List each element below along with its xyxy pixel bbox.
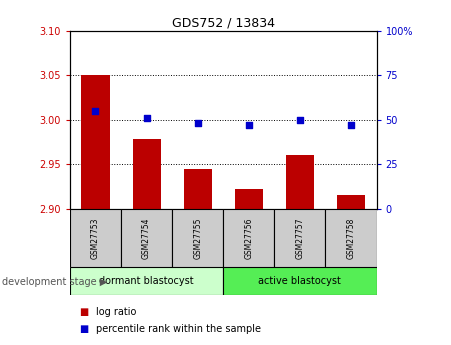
Bar	[326, 209, 377, 267]
Bar	[121, 209, 172, 267]
Bar	[81, 76, 110, 209]
Text: GSM27756: GSM27756	[244, 217, 253, 259]
Point	[194, 121, 201, 126]
Point	[245, 122, 253, 128]
Bar	[235, 189, 263, 209]
Bar	[172, 209, 223, 267]
Text: ■: ■	[79, 307, 88, 317]
Text: development stage ▶: development stage ▶	[2, 277, 107, 287]
Bar	[286, 156, 314, 209]
Point	[143, 115, 150, 121]
Bar	[184, 169, 212, 209]
Text: log ratio: log ratio	[96, 307, 137, 317]
Bar	[274, 209, 326, 267]
Title: GDS752 / 13834: GDS752 / 13834	[172, 17, 275, 30]
Text: ■: ■	[79, 325, 88, 334]
Text: GSM27757: GSM27757	[295, 217, 304, 259]
Text: percentile rank within the sample: percentile rank within the sample	[96, 325, 261, 334]
Text: active blastocyst: active blastocyst	[258, 276, 341, 286]
Bar	[223, 267, 377, 295]
Bar	[70, 209, 121, 267]
Bar	[337, 195, 365, 209]
Bar	[223, 209, 274, 267]
Text: dormant blastocyst: dormant blastocyst	[99, 276, 194, 286]
Text: GSM27758: GSM27758	[346, 217, 355, 259]
Text: GSM27755: GSM27755	[193, 217, 202, 259]
Text: GSM27754: GSM27754	[142, 217, 151, 259]
Point	[92, 108, 99, 114]
Text: GSM27753: GSM27753	[91, 217, 100, 259]
Bar	[70, 267, 223, 295]
Bar	[133, 139, 161, 209]
Point	[296, 117, 304, 122]
Point	[347, 122, 354, 128]
